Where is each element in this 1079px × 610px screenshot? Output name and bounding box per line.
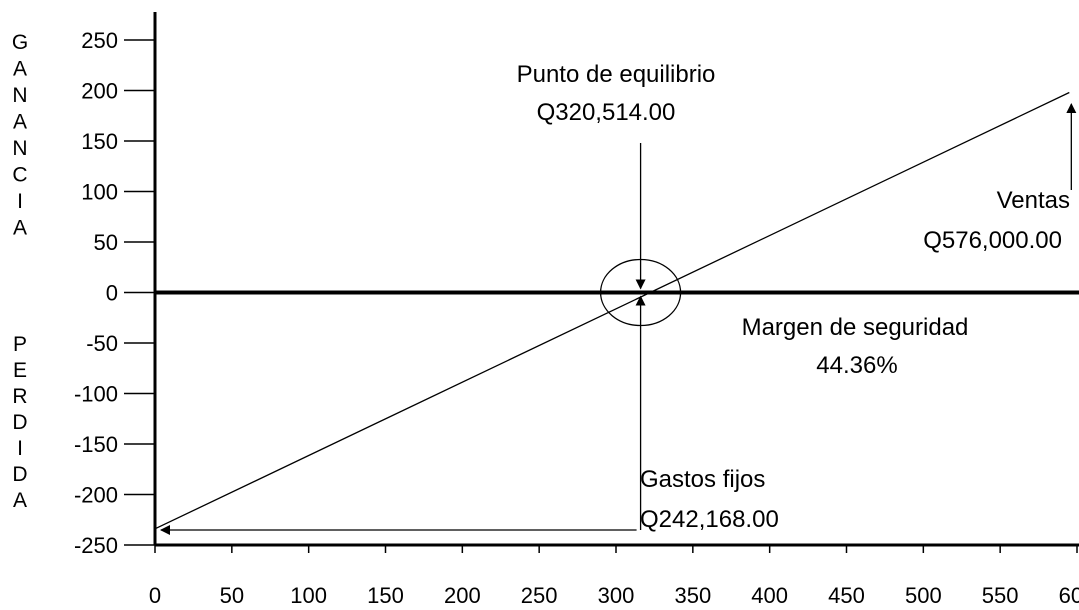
series-lines: [154, 91, 1070, 530]
sales-title: Ventas: [997, 187, 1070, 214]
y-axis-label-letter: N: [12, 137, 27, 160]
y-tick-label: -150: [74, 432, 118, 457]
y-axis-label-letter: N: [12, 84, 27, 107]
y-tick-label: 150: [81, 129, 118, 154]
y-tick-label: 50: [94, 230, 118, 255]
x-tick-label: 250: [521, 583, 558, 608]
safety-margin-title: Margen de seguridad: [742, 314, 969, 341]
y-axis-label-letter: A: [13, 58, 27, 81]
y-axis-label-letter: A: [13, 217, 27, 240]
profit-line: [154, 91, 1070, 530]
x-tick-label: 50: [220, 583, 244, 608]
y-axis-label-letter: R: [12, 385, 27, 408]
x-tick-label: 350: [674, 583, 711, 608]
y-axis-label-letter: G: [12, 31, 28, 54]
y-tick-label: 100: [81, 180, 118, 205]
y-axis-label-letter: C: [12, 164, 27, 187]
y-axis-label-letter: A: [13, 111, 27, 134]
y-axis-label-letter: A: [13, 489, 27, 512]
x-tick-label: 0: [149, 583, 161, 608]
breakeven-value: Q320,514.00: [537, 99, 676, 126]
x-tick-label: 300: [598, 583, 635, 608]
x-tick-label: 550: [982, 583, 1019, 608]
y-tick-label: 0: [106, 281, 118, 306]
y-axis-label-letter: D: [12, 411, 27, 434]
breakeven-title: Punto de equilibrio: [517, 61, 716, 88]
y-axis-label-letter: I: [17, 190, 23, 213]
safety-margin-value: 44.36%: [816, 352, 897, 379]
y-tick-label: -100: [74, 382, 118, 407]
fixed-costs-title: Gastos fijos: [640, 466, 765, 493]
y-axis-label-letter: E: [13, 359, 27, 382]
x-tick-label: 400: [751, 583, 788, 608]
y-axis-ticks: 250 200 150 100 50 0 -50 -100 -150 -200 -250: [74, 28, 155, 558]
y-tick-label: -50: [86, 331, 118, 356]
x-tick-label: 450: [828, 583, 865, 608]
sales-value: Q576,000.00: [923, 227, 1062, 254]
x-axis-ticks: 0 50 100 150 200 250 300 350 400 450 500 550 600: [149, 545, 1079, 608]
x-tick-label: 200: [444, 583, 481, 608]
y-tick-label: 200: [81, 79, 118, 104]
y-axis-label-letter: P: [13, 333, 27, 356]
x-tick-label: 100: [290, 583, 327, 608]
y-tick-label: -200: [74, 483, 118, 508]
y-axis-label-letter: I: [17, 437, 23, 460]
fixed-costs-value: Q242,168.00: [640, 506, 779, 533]
axes: [153, 12, 1079, 547]
y-tick-label: 250: [81, 28, 118, 53]
x-tick-label: 150: [367, 583, 404, 608]
x-tick-label: 600: [1059, 583, 1079, 608]
x-tick-label: 500: [905, 583, 942, 608]
y-tick-label: -250: [74, 533, 118, 558]
y-axis-label-letter: D: [12, 463, 27, 486]
annotation-markers: [160, 103, 1077, 535]
